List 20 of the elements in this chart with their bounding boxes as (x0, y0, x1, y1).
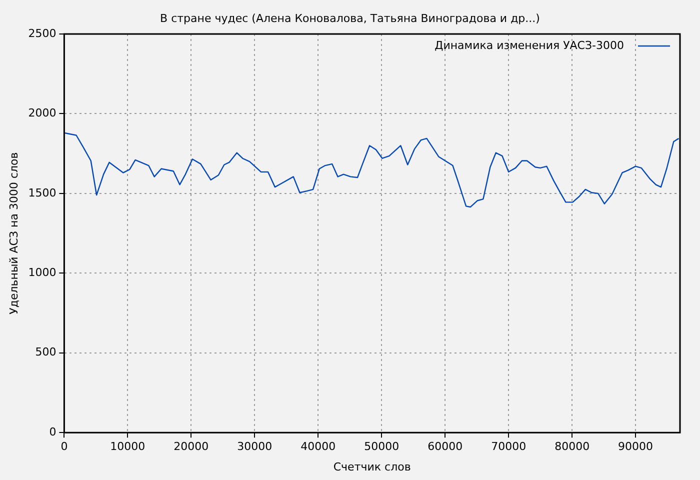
x-tick-label: 70000 (491, 440, 526, 454)
y-tick-label: 0 (49, 425, 56, 438)
y-tick-label: 2000 (28, 106, 56, 120)
x-tick-label: 30000 (237, 440, 272, 454)
chart-title: В стране чудес (Алена Коновалова, Татьяна Виноградова и др...) (159, 12, 541, 25)
legend-label: Динамика изменения УАСЗ-3000 (434, 38, 624, 52)
y-tick-label: 1500 (28, 186, 56, 200)
x-tick-label: 10000 (110, 440, 146, 454)
y-tick-label: 1000 (28, 266, 56, 280)
x-tick-label: 40000 (300, 440, 336, 454)
y-tick-label: 2500 (28, 26, 56, 40)
x-tick-label: 20000 (174, 440, 209, 454)
y-axis-title: Удельный АСЗ на 3000 слов (7, 152, 20, 314)
x-tick-label: 60000 (428, 440, 463, 454)
y-tick-label: 500 (35, 346, 56, 359)
x-tick-label: 90000 (618, 440, 654, 454)
x-axis-title: Счетчик слов (333, 460, 411, 474)
x-tick-label: 0 (60, 440, 68, 454)
x-tick-label: 80000 (554, 440, 590, 454)
x-tick-label: 50000 (364, 440, 400, 454)
